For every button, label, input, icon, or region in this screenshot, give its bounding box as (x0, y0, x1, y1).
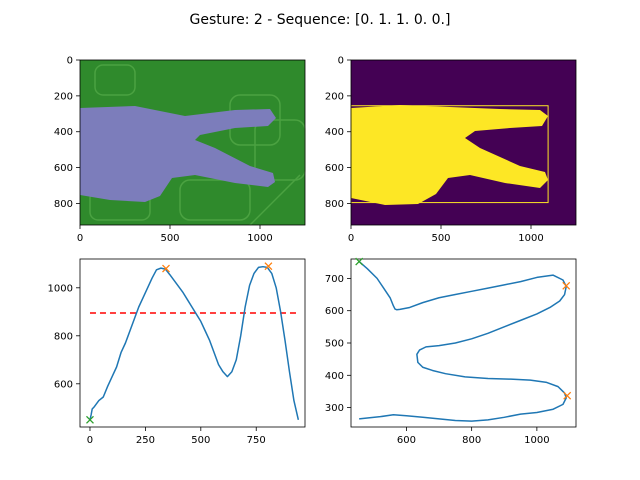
y-tick-label: 400 (325, 371, 344, 382)
y-tick-label: 800 (54, 331, 73, 342)
photo-axes: 0 500 1000 0 200 400 600 800 (54, 56, 306, 244)
profile-frame (79, 258, 306, 428)
series-line (89, 265, 300, 420)
x-tick-label: 1000 (524, 435, 549, 446)
x-tick-label: 0 (77, 233, 83, 244)
y-tick-label: 600 (325, 163, 344, 174)
y-tick-label: 600 (325, 306, 344, 317)
y-tick-label: 600 (54, 163, 73, 174)
x-tick-label: 0 (348, 233, 354, 244)
series-line (358, 261, 567, 422)
y-tick-label: 400 (54, 127, 73, 138)
peak-marker (264, 262, 273, 271)
y-tick-label: 0 (338, 56, 344, 67)
y-tick-label: 200 (54, 91, 73, 102)
axes-frame (350, 59, 577, 226)
trajectory-panel: 600 800 1000 300 400 500 600 700 (325, 257, 577, 446)
mask-panel (350, 60, 576, 225)
hand-shape (80, 106, 276, 202)
start-marker (86, 415, 94, 424)
y-tick-label: 700 (325, 274, 344, 285)
x-tick-label: 750 (247, 435, 266, 446)
x-tick-label: 1000 (247, 233, 272, 244)
x-tick-label: 600 (397, 435, 416, 446)
peak-marker (162, 264, 170, 273)
profile-panel: 0 250 500 750 600 800 1000 (48, 258, 306, 446)
y-tick-label: 500 (325, 339, 344, 350)
y-tick-label: 800 (325, 199, 344, 210)
x-tick-label: 500 (431, 233, 450, 244)
y-tick-label: 400 (325, 127, 344, 138)
x-tick-label: 1000 (518, 233, 543, 244)
y-tick-label: 0 (67, 56, 73, 67)
y-tick-label: 600 (54, 379, 73, 390)
y-tick-label: 200 (325, 91, 344, 102)
figure-title: Gesture: 2 - Sequence: [0. 1. 1. 0. 0.] (190, 12, 451, 28)
x-tick-label: 500 (160, 233, 179, 244)
axes-frame (79, 59, 306, 226)
y-tick-label: 300 (325, 403, 344, 414)
x-tick-label: 800 (462, 435, 481, 446)
x-tick-label: 250 (136, 435, 155, 446)
mask-axes: 0 500 1000 0 200 400 600 800 (325, 56, 577, 244)
peak-marker (562, 281, 571, 290)
start-marker (355, 257, 364, 266)
trajectory-frame (350, 258, 577, 428)
y-tick-label: 800 (54, 199, 73, 210)
peak-marker (563, 391, 572, 400)
x-tick-label: 500 (191, 435, 210, 446)
x-tick-label: 0 (87, 435, 93, 446)
photo-panel (80, 60, 306, 226)
mask-hand (351, 105, 548, 205)
y-tick-label: 1000 (48, 283, 73, 294)
